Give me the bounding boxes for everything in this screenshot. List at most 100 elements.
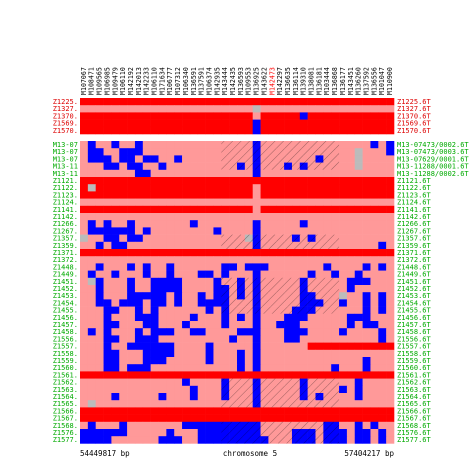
genotype-cell — [205, 126, 214, 135]
genotype-cell — [346, 234, 356, 243]
genotype-cell — [339, 263, 348, 271]
genotype-cell — [205, 429, 214, 437]
genotype-cell — [237, 119, 246, 128]
genotype-cell — [174, 421, 183, 430]
genotype-cell — [95, 371, 104, 379]
genotype-cell — [378, 119, 387, 128]
marker-label: M136114 — [292, 67, 300, 95]
sample-label-right: Z1142.6T — [397, 213, 432, 221]
genotype-cell — [252, 342, 261, 351]
genotype-cell — [111, 191, 120, 199]
genotype-cell — [95, 335, 104, 343]
genotype-cell — [354, 191, 363, 199]
genotype-cell — [362, 429, 371, 437]
genotype-cell — [134, 414, 144, 423]
genotype-cell — [95, 429, 104, 437]
genotype-cell — [158, 155, 167, 163]
genotype-cell — [134, 436, 144, 444]
genotype-cell — [174, 205, 183, 214]
genotype-cell — [339, 357, 348, 365]
genotype-cell — [362, 436, 371, 444]
genotype-cell — [197, 191, 206, 199]
genotype-cell — [229, 270, 238, 279]
genotype-cell — [103, 249, 112, 257]
genotype-cell — [221, 205, 230, 214]
genotype-cell — [268, 126, 277, 135]
genotype-cell — [103, 429, 112, 437]
genotype-cell — [197, 306, 206, 315]
genotype-cell — [339, 169, 348, 178]
genotype-cell — [213, 148, 222, 156]
genotype-cell — [111, 400, 120, 408]
genotype-cell — [386, 414, 395, 423]
sample-label-right: Z1577.6T — [397, 436, 432, 444]
genotype-cell — [111, 119, 120, 128]
sample-label-left: Z1565. — [53, 400, 78, 408]
genotype-cell — [103, 155, 112, 163]
genotype-cell — [346, 292, 356, 300]
genotype-cell — [213, 112, 222, 120]
genotype-cell — [252, 371, 261, 379]
genotype-cell — [87, 292, 96, 300]
genotype-cell — [158, 292, 167, 300]
genotype-cell — [299, 191, 308, 199]
genotype-cell — [354, 98, 363, 106]
genotype-cell — [174, 234, 183, 243]
genotype-cell — [182, 98, 191, 106]
genotype-cell — [182, 306, 191, 315]
genotype-cell — [189, 357, 199, 365]
genotype-cell — [291, 227, 301, 235]
genotype-cell — [119, 321, 128, 329]
hatch-overlay — [221, 234, 340, 242]
genotype-cell — [80, 328, 89, 336]
genotype-cell — [291, 321, 301, 329]
genotype-cell — [166, 126, 175, 135]
genotype-cell — [182, 126, 191, 135]
genotype-cell — [299, 119, 308, 128]
genotype-cell — [95, 306, 104, 315]
genotype-cell — [80, 162, 89, 171]
genotype-cell — [111, 169, 120, 178]
genotype-cell — [221, 249, 230, 257]
genotype-cell — [362, 141, 371, 149]
genotype-cell — [197, 220, 206, 228]
genotype-cell — [166, 400, 175, 408]
genotype-cell — [339, 119, 348, 128]
genotype-cell — [362, 378, 371, 387]
sample-label-right: Z1372.6T — [397, 256, 432, 264]
genotype-cell — [182, 227, 191, 235]
genotype-cell — [80, 277, 89, 286]
genotype-cell — [331, 407, 340, 415]
genotype-cell — [174, 335, 183, 343]
genotype-cell — [166, 213, 175, 221]
genotype-cell — [134, 105, 144, 113]
genotype-cell — [354, 421, 363, 430]
genotype-cell — [213, 400, 222, 408]
genotype-cell — [174, 263, 183, 271]
genotype-cell — [119, 277, 128, 286]
genotype-cell — [284, 364, 293, 372]
genotype-cell — [134, 169, 144, 178]
genotype-cell — [276, 112, 285, 120]
genotype-cell — [189, 198, 199, 207]
genotype-cell — [119, 205, 128, 214]
genotype-cell — [127, 249, 136, 257]
marker-label: M107067 — [80, 67, 88, 95]
genotype-cell — [150, 393, 159, 401]
genotype-cell — [284, 335, 293, 343]
genotype-cell — [362, 270, 371, 279]
genotype-cell — [307, 263, 316, 271]
genotype-cell — [119, 421, 128, 430]
genotype-cell — [331, 198, 340, 207]
genotype-cell — [362, 371, 371, 379]
genotype-cell — [370, 256, 379, 264]
genotype-cell — [103, 263, 112, 271]
genotype-cell — [80, 119, 89, 128]
genotype-cell — [111, 421, 120, 430]
genotype-cell — [158, 371, 167, 379]
genotype-cell — [127, 169, 136, 178]
genotype-cell — [213, 299, 222, 307]
genotype-cell — [221, 198, 230, 207]
genotype-cell — [244, 364, 253, 372]
genotype-cell — [111, 205, 120, 214]
